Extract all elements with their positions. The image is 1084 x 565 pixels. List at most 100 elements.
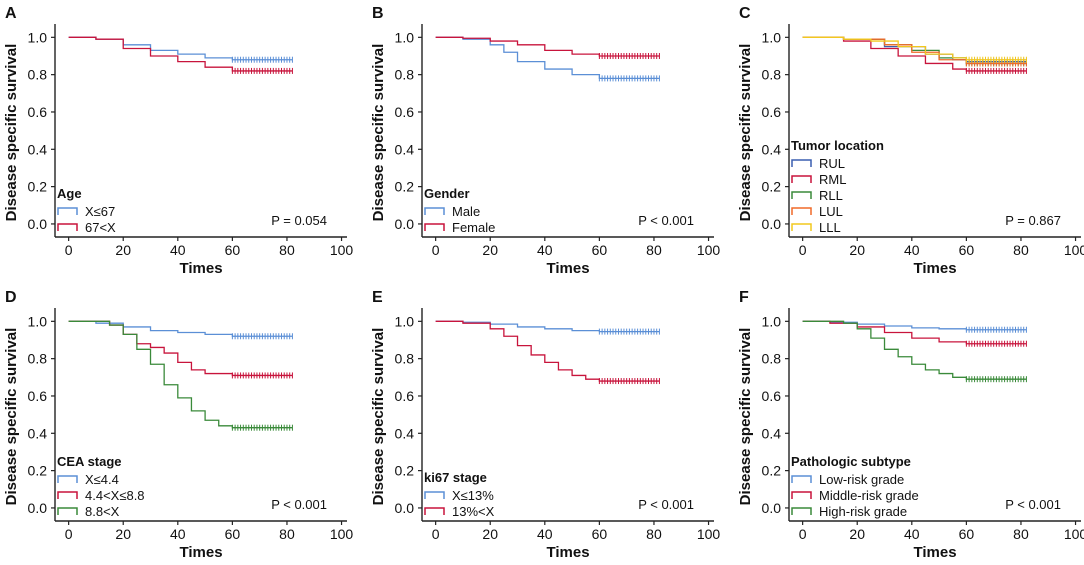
panel-letter: C	[739, 5, 751, 22]
y-tick-label: 0.0	[762, 216, 782, 232]
legend-swatch	[791, 207, 812, 215]
legend-swatch	[791, 507, 812, 515]
legend-swatch	[791, 159, 812, 167]
km-curve-Low-risk grade	[802, 320, 1027, 331]
panel-letter: B	[372, 5, 384, 22]
y-tick-label: 1.0	[28, 313, 48, 329]
p-value-label: P < 0.001	[271, 497, 327, 512]
y-tick-label: 0.4	[395, 425, 415, 441]
y-tick-label: 0.6	[762, 388, 782, 404]
y-tick-label: 0.4	[28, 425, 48, 441]
p-value-label: P = 0.867	[1005, 213, 1061, 228]
legend-label: Low-risk grade	[819, 472, 904, 487]
y-tick-label: 0.6	[28, 104, 48, 120]
x-tick-label: 20	[115, 242, 131, 258]
y-tick-label: 0.4	[762, 425, 782, 441]
y-axis-title: Disease specific survival	[3, 328, 20, 506]
y-tick-label: 0.4	[395, 141, 415, 157]
x-axis-title: Times	[179, 544, 222, 561]
legend-swatch	[57, 207, 78, 215]
panel-letter: D	[5, 289, 17, 306]
x-tick-label: 60	[592, 526, 608, 542]
y-tick-label: 0.0	[395, 500, 415, 516]
x-tick-label: 20	[482, 242, 498, 258]
y-tick-label: 0.6	[395, 388, 415, 404]
x-tick-label: 20	[849, 526, 865, 542]
x-tick-label: 100	[1064, 242, 1084, 258]
km-curve-Middle-risk grade	[802, 320, 1027, 345]
km-curve-RUL	[802, 36, 1027, 63]
legend-label: LLL	[819, 220, 841, 235]
legend-swatch	[791, 175, 812, 183]
x-tick-label: 80	[279, 526, 295, 542]
y-tick-label: 0.0	[28, 216, 48, 232]
panel-e: E 0 20 40 60 80 100 0.0 0.2 0.4 0.6 0.8 1.0 Times Dise…	[370, 289, 720, 561]
x-tick-label: 60	[225, 242, 241, 258]
panel-letter: A	[5, 5, 17, 22]
x-tick-label: 80	[1013, 242, 1029, 258]
legend-title: Gender	[424, 186, 470, 201]
x-tick-label: 20	[482, 526, 498, 542]
p-value-label: P < 0.001	[638, 497, 694, 512]
legend-label: RLL	[819, 188, 843, 203]
y-tick-label: 0.2	[28, 179, 48, 195]
km-curve-High-risk grade	[802, 320, 1027, 380]
km-curve-X≤13%	[435, 320, 660, 333]
y-tick-label: 0.8	[395, 351, 415, 367]
x-axis-title: Times	[546, 260, 589, 277]
legend-title: Age	[57, 186, 82, 201]
legend-label: RML	[819, 172, 846, 187]
legend-label: High-risk grade	[819, 504, 907, 519]
legend-label: Female	[452, 220, 495, 235]
x-axis-title: Times	[179, 260, 222, 277]
y-tick-label: 0.2	[28, 463, 48, 479]
x-tick-label: 80	[646, 526, 662, 542]
x-tick-label: 0	[65, 526, 73, 542]
y-tick-label: 1.0	[395, 313, 415, 329]
legend-swatch	[424, 223, 445, 231]
p-value-label: P = 0.054	[271, 213, 327, 228]
x-tick-label: 100	[697, 242, 721, 258]
x-tick-label: 40	[904, 526, 920, 542]
legend-title: ki67 stage	[424, 470, 487, 485]
y-tick-label: 0.2	[762, 463, 782, 479]
y-tick-label: 0.2	[762, 179, 782, 195]
x-axis-title: Times	[913, 544, 956, 561]
x-tick-label: 60	[959, 242, 975, 258]
panel-letter: F	[739, 289, 749, 306]
y-axis-title: Disease specific survival	[3, 44, 20, 222]
legend-label: 4.4<X≤8.8	[85, 488, 145, 503]
y-tick-label: 0.0	[28, 500, 48, 516]
panel-f: F 0 20 40 60 80 100 0.0 0.2 0.4 0.6 0.8 1.0 Times Dise…	[737, 289, 1084, 561]
km-curve-Female	[435, 36, 660, 57]
x-tick-label: 40	[537, 242, 553, 258]
y-tick-label: 0.6	[395, 104, 415, 120]
x-axis-title: Times	[546, 544, 589, 561]
legend-title: Pathologic subtype	[791, 454, 911, 469]
panel-letter: E	[372, 289, 383, 306]
x-tick-label: 40	[537, 526, 553, 542]
panel-b: B 0 20 40 60 80 100 0.0 0.2 0.4 0.6 0.8 1.0 Times Dise…	[370, 5, 720, 277]
x-tick-label: 60	[592, 242, 608, 258]
x-tick-label: 0	[799, 526, 807, 542]
y-tick-label: 0.2	[395, 463, 415, 479]
km-curve-13%<X	[435, 320, 660, 382]
x-tick-label: 100	[330, 242, 354, 258]
legend-label: LUL	[819, 204, 843, 219]
km-curve-X≤67	[68, 36, 293, 61]
legend-swatch	[791, 491, 812, 499]
y-tick-label: 0.4	[762, 141, 782, 157]
panel-a: A 0 20 40 60 80 100 0.0 0.2 0.4 0.6 0.8 1.0 Times Dise…	[3, 5, 353, 277]
y-axis-title: Disease specific survival	[370, 328, 387, 506]
x-tick-label: 0	[432, 526, 440, 542]
y-tick-label: 1.0	[762, 313, 782, 329]
legend-label: 13%<X	[452, 504, 495, 519]
x-tick-label: 100	[1064, 526, 1084, 542]
x-tick-label: 40	[170, 242, 186, 258]
legend-swatch	[57, 491, 78, 499]
km-curve-X≤4.4	[68, 320, 293, 337]
y-tick-label: 1.0	[762, 29, 782, 45]
x-tick-label: 80	[646, 242, 662, 258]
x-tick-label: 100	[330, 526, 354, 542]
